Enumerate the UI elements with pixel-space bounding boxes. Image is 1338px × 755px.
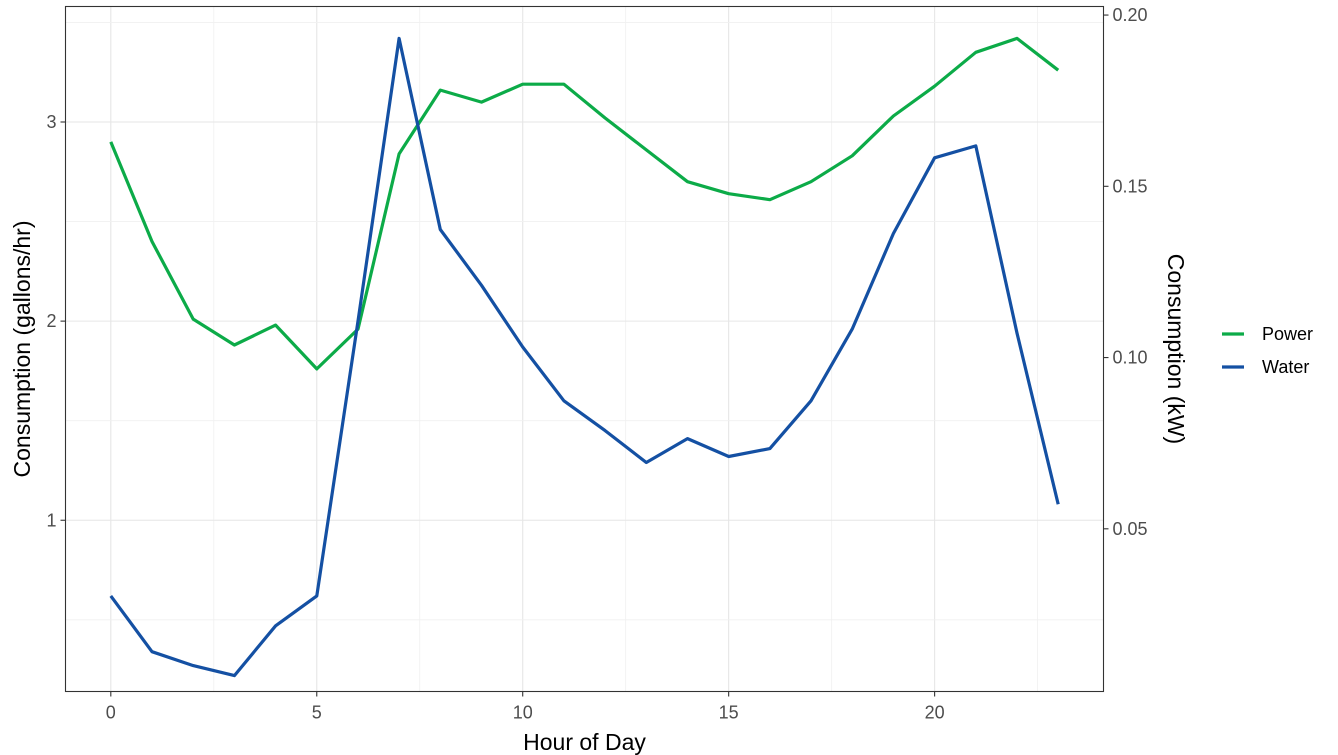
grid-lines [65,6,1104,692]
y-left-tick-label: 1 [46,510,56,530]
legend-label-power: Power [1262,324,1313,344]
y-right-tick-label: 0.10 [1113,348,1148,368]
x-tick-label: 15 [719,703,739,723]
legend-label-water: Water [1262,357,1309,377]
y-left-tick-label: 2 [46,311,56,331]
series-lines [109,36,1060,678]
series-line-power [109,36,1060,371]
y-axis-left-title: Consumption (gallons/hr) [9,221,35,478]
series-line-water [109,36,1060,678]
y-right-tick-label: 0.05 [1113,519,1148,539]
x-tick-label: 20 [925,703,945,723]
legend: Power Water [1222,324,1313,377]
axes: 0 5 10 15 20 1 2 3 0.05 0.10 0.15 0.20 [46,5,1147,722]
x-axis-title: Hour of Day [523,729,646,755]
y-axis-right-title: Consumption (kW) [1163,254,1189,444]
y-right-tick-label: 0.15 [1113,176,1148,196]
x-tick-label: 5 [312,703,322,723]
x-tick-label: 0 [106,703,116,723]
y-right-tick-label: 0.20 [1113,5,1148,25]
x-tick-label: 10 [513,703,533,723]
y-left-tick-label: 3 [46,112,56,132]
plot-panel-border [64,5,1105,693]
